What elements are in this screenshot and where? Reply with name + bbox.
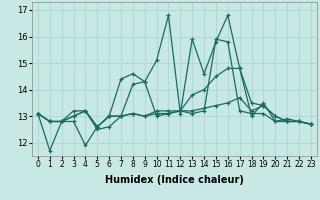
X-axis label: Humidex (Indice chaleur): Humidex (Indice chaleur) (105, 175, 244, 185)
